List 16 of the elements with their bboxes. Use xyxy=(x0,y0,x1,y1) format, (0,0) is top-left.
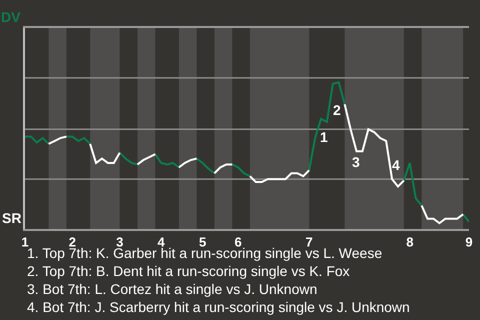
text: 2. Top 7th: B. Dent hit a run-scoring single vs K. Fox xyxy=(27,263,350,279)
text: 4. Bot 7th: J. Scarberry hit a run-scoring single vs J. Unknown xyxy=(27,299,410,315)
annotation: 1 xyxy=(320,129,328,145)
text: SR xyxy=(2,210,22,226)
x-tick-label: 5 xyxy=(198,234,206,250)
x-tick-label: 1 xyxy=(21,234,29,250)
text: DV xyxy=(1,9,22,25)
x-tick-label: 8 xyxy=(406,234,414,250)
annotation: 4 xyxy=(392,157,400,173)
annotation: 3 xyxy=(352,154,360,170)
annotation: 2 xyxy=(333,102,341,118)
x-tick-label: 9 xyxy=(465,234,473,250)
text: 3. Bot 7th: L. Cortez hit a single vs J. Unknown xyxy=(27,281,318,297)
x-tick-label: 6 xyxy=(234,234,242,250)
x-tick-label: 7 xyxy=(306,234,313,250)
x-tick-label: 4 xyxy=(158,234,166,250)
